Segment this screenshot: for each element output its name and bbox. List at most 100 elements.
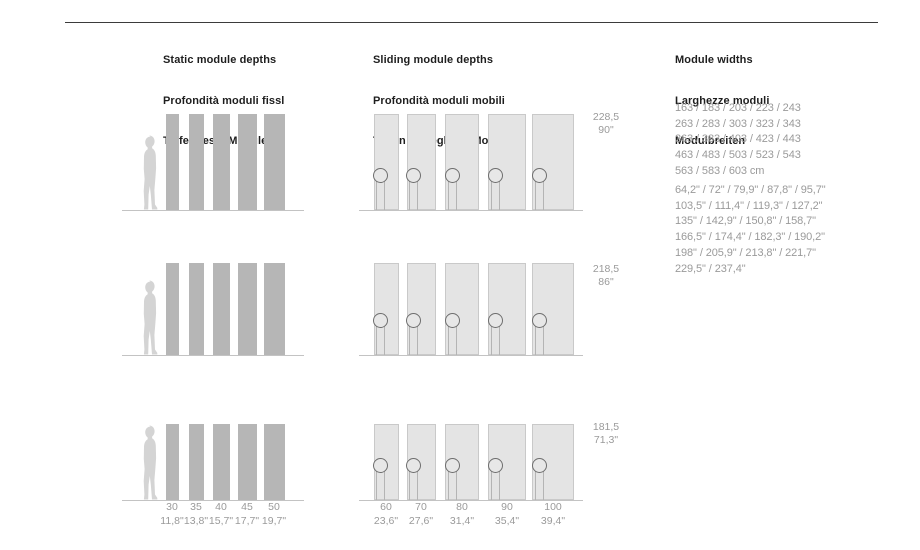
module-height-cm: 181,5: [592, 421, 620, 433]
roller-post-line: [542, 175, 544, 210]
width-cm-line: 463 / 483 / 503 / 523 / 543: [675, 149, 801, 162]
roller-post-line: [384, 465, 385, 500]
width-inch-line: 135" / 142,9" / 150,8" / 158,7": [675, 215, 816, 228]
static-module-bar: [237, 263, 257, 355]
module-height-cm: 228,5: [592, 111, 620, 123]
static-module-bar: [165, 263, 179, 355]
sliding-depth-cm: 80: [456, 501, 468, 513]
roller-post-line: [542, 320, 544, 355]
sliding-depth-cm: 90: [501, 501, 513, 513]
floor-line-sliding: [359, 355, 583, 356]
module-height-cm: 218,5: [592, 263, 620, 275]
sliding-depth-label: 100 39,4": [523, 501, 583, 528]
roller-post-line: [417, 175, 418, 210]
roller-post-line: [534, 175, 536, 210]
sliding-depth-inch: 31,4": [449, 514, 475, 527]
static-module-bar: [165, 114, 179, 210]
module-height-label: 218,5 86": [582, 263, 630, 289]
static-depth-label: 30 11,8": [142, 501, 202, 528]
static-depth-cm: 40: [215, 501, 227, 513]
width-inch-line: 103,5" / 111,4" / 119,3" / 127,2": [675, 199, 823, 212]
module-widths-heading: Module widths Larghezze moduli Modulbrei…: [675, 27, 770, 176]
sliding-depth-label: 80 31,4": [432, 501, 492, 528]
static-depth-label: 45 17,7": [217, 501, 277, 528]
human-figure-icon: [143, 280, 158, 355]
static-module-bar: [188, 263, 204, 355]
static-depth-cm: 30: [166, 501, 178, 513]
static-module-bar: [188, 114, 204, 210]
roller-circle-icon: [373, 167, 388, 183]
static-module-bar: [237, 114, 257, 210]
static-depth-cm: 45: [241, 501, 253, 513]
width-inch-line: 229,5" / 237,4": [675, 262, 746, 275]
sliding-depth-inch: 35,4": [494, 514, 520, 527]
width-inch-line: 166,5" / 174,4" / 182,3" / 190,2": [675, 231, 825, 244]
floor-line-sliding: [359, 500, 583, 501]
sliding-depth-label: 60 23,6": [356, 501, 416, 528]
roller-post-line: [376, 175, 377, 210]
roller-post-line: [417, 465, 418, 500]
width-cm-line: 263 / 283 / 303 / 323 / 343: [675, 117, 801, 130]
roller-post-line: [409, 175, 410, 210]
heading-line: Profondità moduli fissl: [163, 94, 285, 107]
sliding-depth-label: 70 27,6": [391, 501, 451, 528]
width-cm-line: 163 / 183 / 203 / 223 / 243: [675, 102, 801, 114]
roller-circle-icon: [373, 457, 388, 473]
static-depth-label: 50 19,7": [244, 501, 304, 528]
roller-post-line: [376, 465, 377, 500]
static-module-bar: [237, 424, 257, 500]
sliding-depth-cm: 60: [380, 501, 392, 513]
roller-circle-icon: [531, 457, 547, 473]
roller-post-line: [455, 320, 457, 355]
static-depth-inch: 15,7": [208, 514, 234, 527]
human-figure-icon: [143, 425, 158, 500]
human-figure-silhouette: [136, 135, 163, 215]
roller-post-line: [498, 465, 500, 500]
roller-post-line: [542, 465, 544, 500]
roller-circle-icon: [531, 167, 547, 183]
sliding-depth-inch: 39,4": [540, 514, 566, 527]
module-height-inch: 86": [598, 276, 614, 288]
heading-line: Larghezze moduli: [675, 94, 770, 107]
sliding-module-panel: [488, 114, 526, 210]
roller-post-line: [490, 465, 492, 500]
module-height-label: 181,5 71,3": [582, 421, 630, 447]
sliding-depth-label: 90 35,4": [477, 501, 537, 528]
sliding-module-panel: [488, 263, 526, 355]
roller-post-line: [376, 320, 377, 355]
roller-post-line: [534, 465, 536, 500]
heading-line: Sliding module depths: [373, 54, 494, 66]
sliding-module-panel: [532, 263, 574, 355]
roller-circle-icon: [487, 312, 503, 328]
roller-circle-icon: [406, 457, 421, 473]
top-rule: [65, 22, 878, 23]
roller-post-line: [447, 175, 449, 210]
width-cm-line: 363 / 383 / 403 / 423 / 443: [675, 133, 801, 146]
sliding-module-panel: [445, 114, 479, 210]
human-figure-silhouette: [136, 425, 163, 505]
heading-line: Profondità moduli mobili: [373, 94, 505, 107]
static-module-bar: [212, 114, 230, 210]
static-module-bar: [188, 424, 204, 500]
roller-circle-icon: [373, 312, 388, 328]
static-module-bar: [263, 424, 285, 500]
static-depth-label: 40 15,7": [191, 501, 251, 528]
heading-line: Static module depths: [163, 54, 277, 66]
roller-post-line: [498, 320, 500, 355]
floor-line-static: [122, 355, 304, 356]
roller-post-line: [384, 320, 385, 355]
module-height-inch: 90": [598, 124, 614, 136]
roller-circle-icon: [406, 167, 421, 183]
sliding-module-panel: [373, 263, 399, 355]
roller-circle-icon: [531, 312, 547, 328]
static-depth-inch: 17,7": [234, 514, 260, 527]
module-widths-inch-list: 64,2" / 72" / 79,9" / 87,8" / 95,7" 103,5…: [675, 183, 826, 277]
roller-post-line: [409, 465, 410, 500]
roller-circle-icon: [444, 312, 460, 328]
roller-post-line: [447, 465, 449, 500]
module-widths-cm-list: 163 / 183 / 203 / 223 / 243 263 / 283 / 3…: [675, 101, 801, 180]
roller-circle-icon: [406, 312, 421, 328]
module-height-inch: 71,3": [593, 434, 619, 446]
sliding-module-panel: [445, 263, 479, 355]
